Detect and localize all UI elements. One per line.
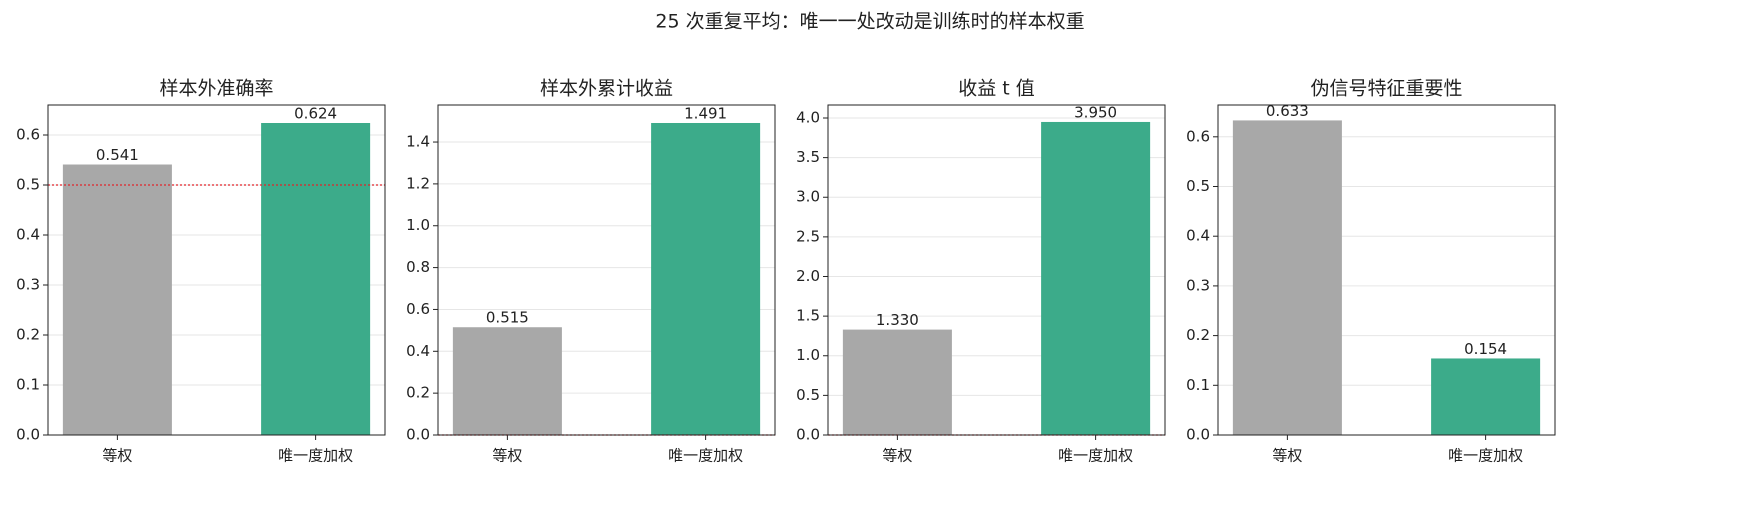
y-tick-label: 0.8 <box>406 258 430 276</box>
y-tick-label: 3.5 <box>796 148 820 166</box>
y-tick-label: 0.6 <box>1186 127 1210 145</box>
y-tick-label: 0.6 <box>406 300 430 318</box>
value-label: 0.515 <box>486 309 529 327</box>
y-tick-label: 0.6 <box>16 126 40 144</box>
x-tick-label: 等权 <box>1272 447 1302 465</box>
y-tick-label: 0.0 <box>796 426 820 444</box>
y-tick-label: 0.2 <box>16 326 40 344</box>
value-label: 0.633 <box>1266 102 1309 120</box>
y-tick-label: 0.1 <box>16 376 40 394</box>
plot-frame <box>1217 104 1556 436</box>
plot-frame <box>47 104 386 436</box>
bar <box>1232 120 1342 436</box>
subplot-title: 样本外准确率 <box>159 78 273 100</box>
y-tick-label: 0.4 <box>1186 227 1210 245</box>
figure-title: 25 次重复平均：唯一一处改动是训练时的样本权重 <box>655 11 1084 33</box>
value-label: 1.330 <box>876 311 919 329</box>
y-tick-label: 1.0 <box>406 216 430 234</box>
subplot-title: 伪信号特征重要性 <box>1310 78 1462 100</box>
y-tick-label: 3.0 <box>796 188 820 206</box>
y-tick-label: 1.2 <box>406 174 430 192</box>
x-tick-label: 唯一度加权 <box>668 447 743 465</box>
x-tick-label: 唯一度加权 <box>1448 447 1523 465</box>
plot-frame <box>437 104 776 436</box>
subplot-title: 收益 t 值 <box>958 78 1035 100</box>
bar <box>651 122 761 436</box>
subplot-title: 样本外累计收益 <box>540 78 673 100</box>
x-tick-label: 唯一度加权 <box>1058 447 1133 465</box>
value-label: 0.624 <box>294 105 337 123</box>
x-tick-label: 等权 <box>102 447 132 465</box>
bar <box>1041 121 1151 435</box>
y-tick-label: 0.1 <box>1186 376 1210 394</box>
y-tick-label: 1.5 <box>796 307 820 325</box>
y-tick-label: 0.5 <box>16 176 40 194</box>
y-tick-label: 0.0 <box>16 426 40 444</box>
bar <box>842 329 952 435</box>
value-label: 3.950 <box>1074 103 1117 121</box>
y-tick-label: 0.5 <box>1186 177 1210 195</box>
bar <box>452 327 562 435</box>
y-tick-label: 0.4 <box>16 226 40 244</box>
y-tick-label: 1.4 <box>406 133 430 151</box>
y-tick-label: 0.0 <box>406 426 430 444</box>
y-tick-label: 2.0 <box>796 267 820 285</box>
x-tick-label: 唯一度加权 <box>278 447 353 465</box>
plot-frame <box>827 104 1166 436</box>
x-tick-label: 等权 <box>882 447 912 465</box>
y-tick-label: 0.2 <box>406 384 430 402</box>
value-label: 1.491 <box>684 104 727 122</box>
y-tick-label: 4.0 <box>796 108 820 126</box>
y-tick-label: 0.5 <box>796 386 820 404</box>
bar <box>62 164 172 435</box>
y-tick-label: 1.0 <box>796 346 820 364</box>
x-tick-label: 等权 <box>492 447 522 465</box>
y-tick-label: 0.2 <box>1186 326 1210 344</box>
y-tick-label: 0.4 <box>406 342 430 360</box>
value-label: 0.541 <box>96 146 139 164</box>
y-tick-label: 0.3 <box>16 276 40 294</box>
value-label: 0.154 <box>1464 340 1507 358</box>
bar <box>1431 358 1541 435</box>
y-tick-label: 0.3 <box>1186 276 1210 294</box>
bar <box>261 123 371 435</box>
y-tick-label: 2.5 <box>796 227 820 245</box>
y-tick-label: 0.0 <box>1186 426 1210 444</box>
